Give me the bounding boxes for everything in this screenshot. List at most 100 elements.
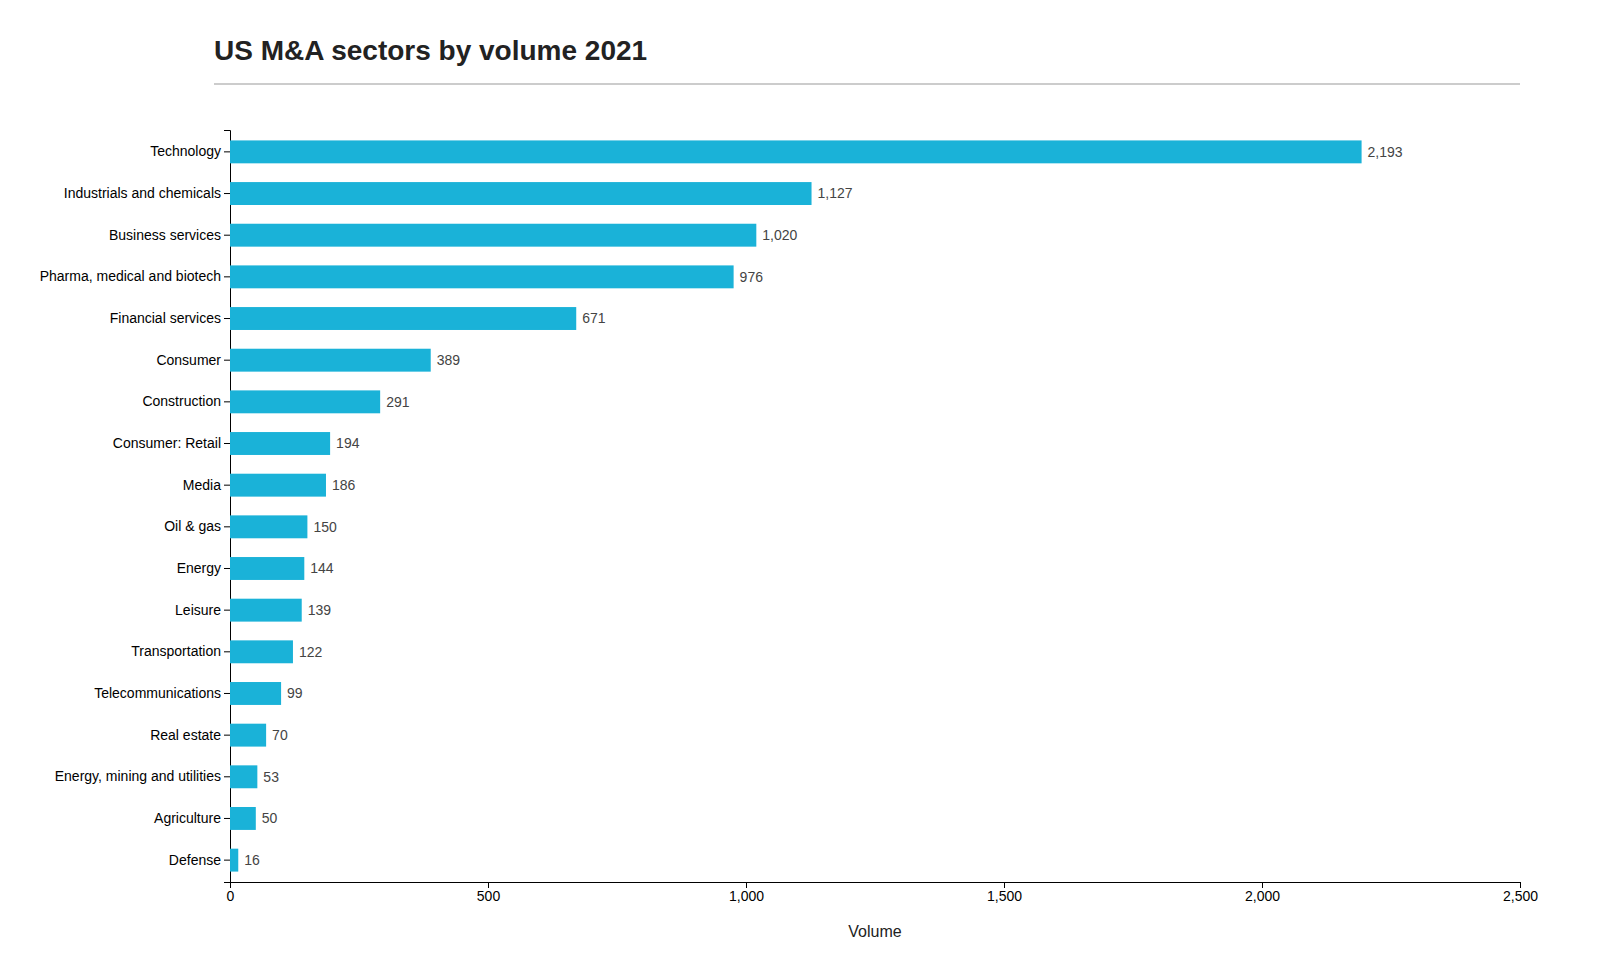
bar (230, 807, 256, 830)
bar (230, 849, 238, 872)
y-axis-line (224, 131, 231, 883)
y-tick-mark (224, 776, 230, 777)
y-tick: Consumer: Retail (113, 435, 230, 451)
y-tick: Media (183, 477, 230, 493)
x-tick-label: 1,000 (729, 888, 764, 904)
x-tick: 2,500 (1503, 882, 1538, 904)
y-tick-label: Financial services (110, 310, 221, 326)
bars (230, 140, 1362, 871)
y-tick-label: Transportation (131, 643, 221, 659)
y-tick: Real estate (150, 727, 230, 743)
y-tick-mark (224, 526, 230, 527)
data-label: 70 (272, 727, 288, 743)
y-tick: Transportation (131, 643, 230, 659)
bar (230, 265, 734, 288)
bar (230, 557, 304, 580)
y-tick: Agriculture (154, 810, 230, 826)
y-tick-mark (224, 235, 230, 236)
bar (230, 140, 1362, 163)
data-label: 291 (386, 394, 410, 410)
y-tick-label: Energy (177, 560, 221, 576)
y-tick-label: Real estate (150, 727, 221, 743)
data-label: 389 (437, 352, 461, 368)
y-tick-label: Energy, mining and utilities (55, 768, 221, 784)
data-label: 139 (308, 602, 332, 618)
x-tick: 2,000 (1245, 882, 1280, 904)
bar (230, 682, 281, 705)
data-label: 186 (332, 477, 356, 493)
y-tick-label: Consumer: Retail (113, 435, 221, 451)
y-tick: Construction (142, 393, 230, 409)
y-tick: Energy (177, 560, 230, 576)
x-tick-label: 2,000 (1245, 888, 1280, 904)
y-tick-mark (224, 485, 230, 486)
y-tick-label: Oil & gas (164, 518, 221, 534)
y-axis: Technology Industrials and chemicals Busin… (40, 131, 231, 883)
y-tick-mark (224, 693, 230, 694)
data-labels: 2,1931,1271,0209766713892911941861501441… (244, 144, 1403, 868)
bar (230, 515, 307, 538)
data-label: 671 (582, 310, 606, 326)
y-tick: Defense (169, 852, 230, 868)
y-tick-mark (224, 276, 230, 277)
y-tick: Business services (109, 227, 230, 243)
y-tick-label: Construction (142, 393, 221, 409)
y-tick-label: Industrials and chemicals (64, 185, 221, 201)
y-tick-label: Telecommunications (94, 685, 221, 701)
y-tick-label: Defense (169, 852, 221, 868)
x-tick-label: 2,500 (1503, 888, 1538, 904)
y-tick: Consumer (156, 352, 230, 368)
bar (230, 432, 330, 455)
title: US M&A sectors by volume 2021 (214, 35, 647, 66)
bar (230, 599, 302, 622)
y-tick-mark (224, 860, 230, 861)
data-label: 50 (262, 810, 278, 826)
y-tick: Oil & gas (164, 518, 230, 534)
y-tick-mark (224, 443, 230, 444)
y-tick-label: Agriculture (154, 810, 221, 826)
bar (230, 640, 293, 663)
bar (230, 474, 326, 497)
y-tick: Energy, mining and utilities (55, 768, 230, 784)
x-tick: 0 (227, 882, 235, 904)
x-tick: 500 (477, 882, 501, 904)
y-tick-mark (224, 818, 230, 819)
y-tick-mark (224, 735, 230, 736)
bar (230, 390, 380, 413)
x-tick-label: 1,500 (987, 888, 1022, 904)
data-label: 976 (740, 269, 764, 285)
data-label: 53 (263, 769, 279, 785)
y-tick-label: Consumer (156, 352, 221, 368)
y-tick-mark (224, 568, 230, 569)
data-label: 1,127 (818, 185, 853, 201)
data-label: 150 (313, 519, 337, 535)
data-label: 2,193 (1368, 144, 1403, 160)
y-tick: Financial services (110, 310, 230, 326)
x-tick-label: 0 (227, 888, 235, 904)
plot-area: 0 500 1,000 1,500 2,000 2,500 Technology Indust… (40, 131, 1539, 941)
y-tick-label: Business services (109, 227, 221, 243)
data-label: 144 (310, 560, 334, 576)
y-tick: Industrials and chemicals (64, 185, 230, 201)
data-label: 99 (287, 685, 303, 701)
bar (230, 765, 257, 788)
y-tick: Pharma, medical and biotech (40, 268, 230, 284)
x-tick: 1,500 (987, 882, 1022, 904)
y-tick: Telecommunications (94, 685, 230, 701)
y-tick-mark (224, 610, 230, 611)
x-axis-title: Volume (848, 923, 901, 940)
data-label: 16 (244, 852, 260, 868)
x-tick: 1,000 (729, 882, 764, 904)
y-tick-label: Technology (150, 143, 221, 159)
chart: US M&A sectors by volume 2021 0 500 1,000 1,… (0, 0, 1600, 972)
bar (230, 307, 576, 330)
y-tick-mark (224, 318, 230, 319)
title-separator (214, 84, 1520, 85)
x-axis-line (231, 883, 1521, 889)
y-tick: Leisure (175, 602, 230, 618)
y-tick-mark (224, 360, 230, 361)
bar (230, 224, 756, 247)
y-tick-mark (224, 151, 230, 152)
y-tick-mark (224, 401, 230, 402)
data-label: 194 (336, 435, 360, 451)
